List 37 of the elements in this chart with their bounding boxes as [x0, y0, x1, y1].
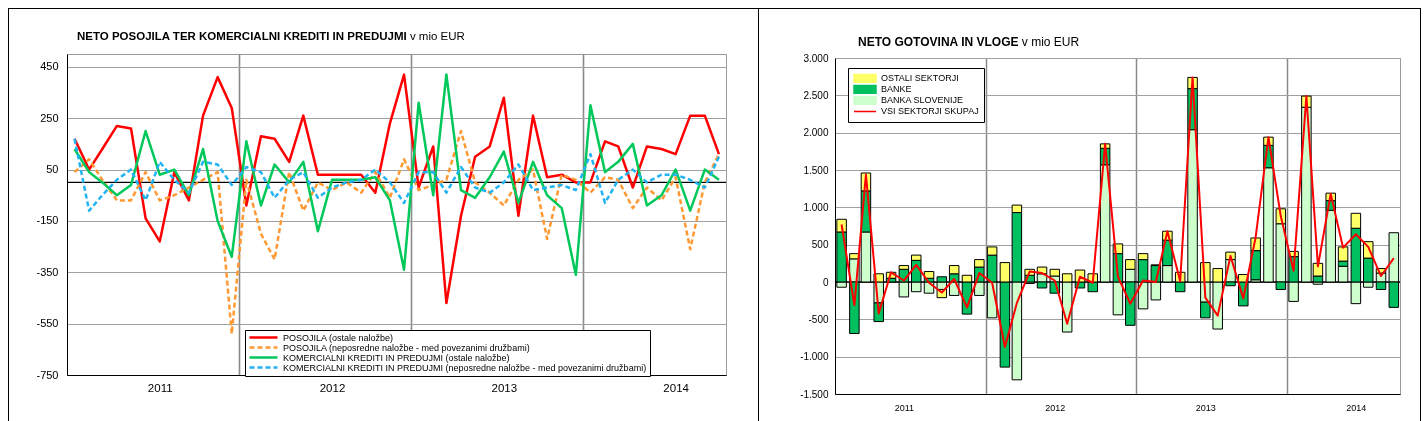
legend-label: POSOJILA (ostale naložbe): [283, 332, 394, 343]
y-tick-label: -150: [36, 214, 59, 227]
y-tick-label: 50: [46, 163, 59, 176]
y-tick-label: 2.500: [803, 89, 829, 101]
y-tick-label: 500: [811, 239, 829, 251]
chart-title: NETO POSOJILA TER KOMERCIALNI KREDITI IN PREDUJMI: [77, 30, 407, 42]
legend-label: POSOJILA (neposredne naložbe - med povezanimi družbami): [283, 342, 530, 353]
y-tick-label: 2.000: [803, 127, 829, 139]
legend-label: BANKA SLOVENIJE: [881, 95, 964, 106]
chart-title: NETO GOTOVINA IN VLOGE: [858, 35, 1019, 49]
x-tick-label: 2014: [1346, 402, 1367, 413]
y-tick-label: 1.000: [803, 201, 829, 213]
legend-label: KOMERCIALNI KREDITI IN PREDUJMI (neposredne naložbe - med povezanimi družbami): [283, 362, 647, 373]
x-tick-label: 2012: [319, 381, 346, 394]
y-tick-label: 250: [40, 111, 59, 124]
x-tick-label: 2013: [491, 381, 518, 394]
y-tick-label: -550: [36, 317, 59, 330]
y-tick-label: 0: [822, 276, 829, 288]
legend-label: KOMERCIALNI KREDITI IN PREDUJMI (ostale naložbe): [283, 352, 510, 363]
legend-label: BANKE: [881, 84, 912, 95]
y-tick-label: 1.500: [803, 164, 829, 176]
y-tick-label: -1.500: [800, 388, 829, 400]
chart-subtitle: v mio EUR: [1021, 35, 1080, 49]
x-tick-label: 2014: [663, 381, 690, 394]
legend-label: VSI SEKTORJI SKUPAJ: [881, 106, 979, 117]
y-tick-label: 3.000: [803, 52, 829, 64]
y-tick-label: -1.000: [800, 351, 829, 363]
legend-label: OSTALI SEKTORJI: [881, 73, 959, 84]
x-tick-label: 2013: [1195, 402, 1216, 413]
x-tick-label: 2012: [1045, 402, 1066, 413]
y-tick-label: -750: [36, 368, 59, 381]
y-tick-label: -350: [36, 265, 59, 278]
y-tick-label: 450: [40, 60, 59, 73]
x-tick-label: 2011: [147, 381, 173, 394]
y-tick-label: -500: [808, 313, 829, 325]
x-tick-label: 2011: [894, 402, 915, 413]
chart-subtitle: v mio EUR: [409, 30, 465, 42]
